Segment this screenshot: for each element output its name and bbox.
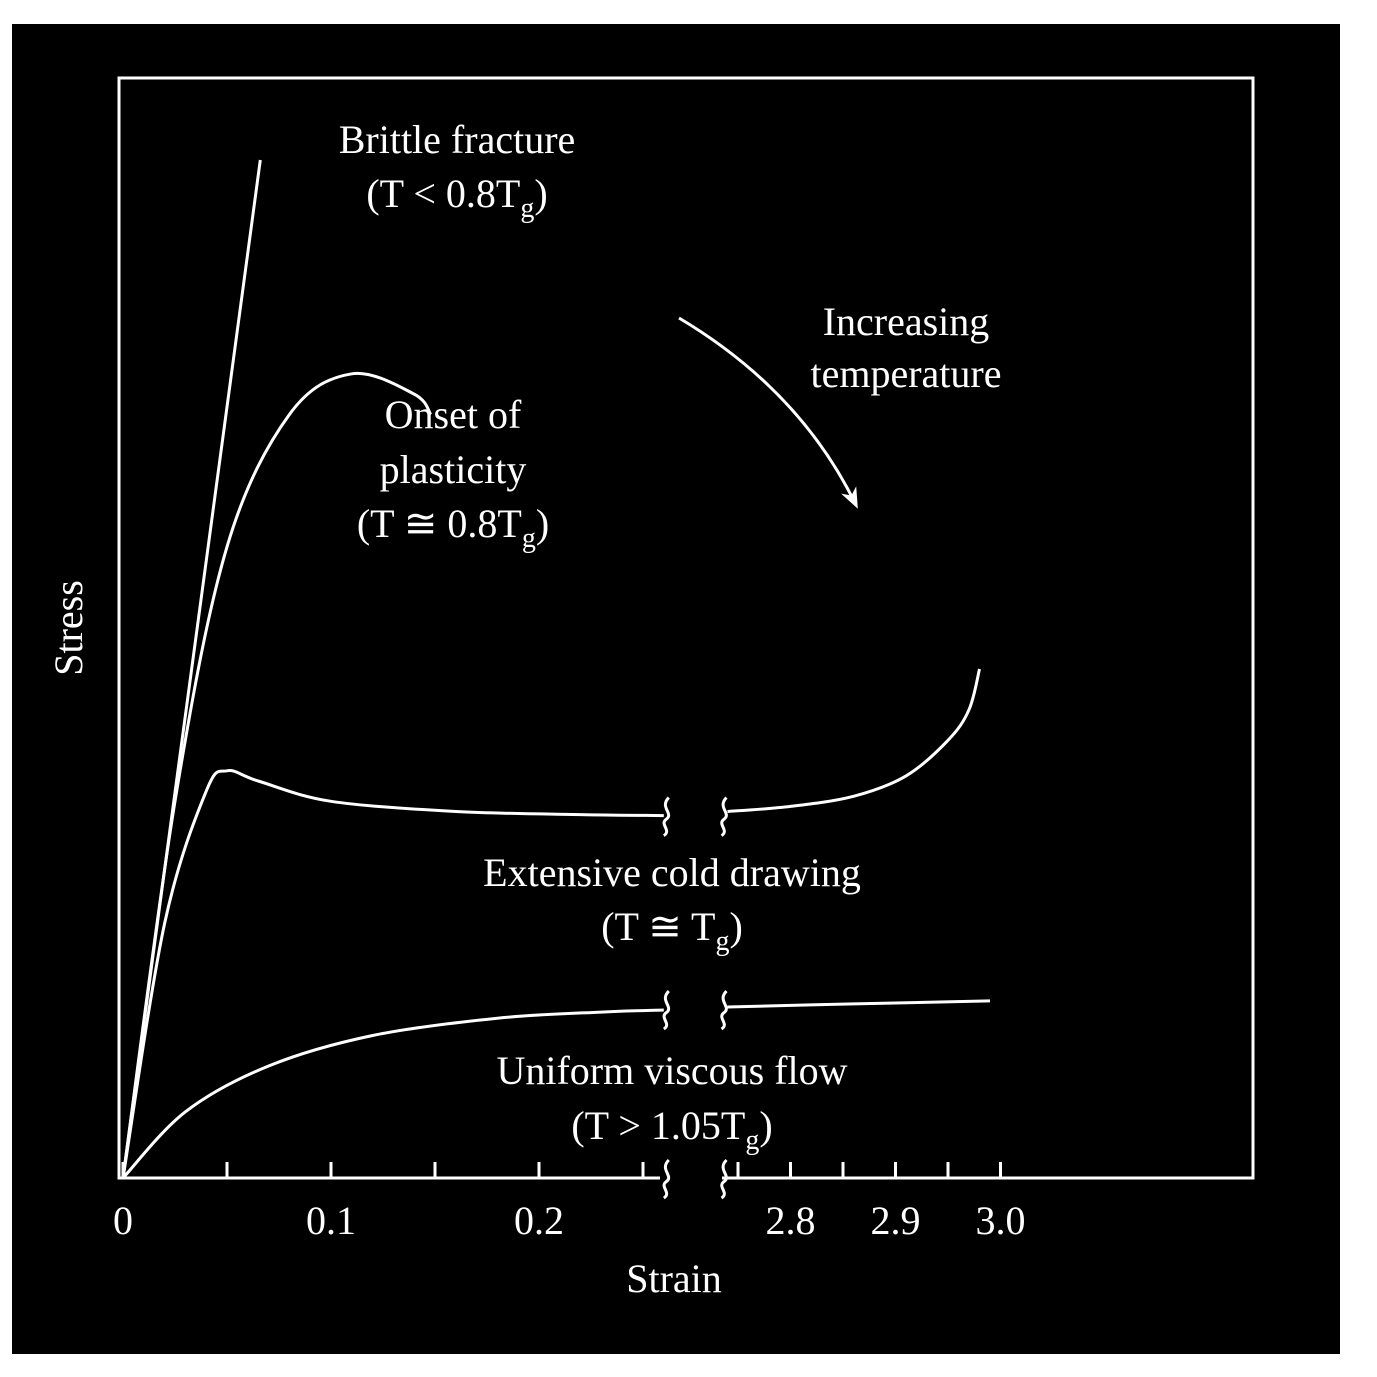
label-cold-drawing-line2-suffix: ) <box>729 904 742 949</box>
annotation-increasing-line2: temperature <box>811 351 1002 396</box>
x-tick-label: 0 <box>113 1198 133 1243</box>
label-viscous-flow-line1: Uniform viscous flow <box>496 1048 847 1093</box>
label-viscous-flow: Uniform viscous flow (T > 1.05Tg) <box>496 1048 847 1156</box>
label-brittle-fracture: Brittle fracture (T < 0.8Tg) <box>339 117 576 224</box>
label-viscous-flow-line2-suffix: ) <box>759 1103 772 1148</box>
label-cold-drawing-line2-prefix: (T ≅ T <box>601 904 715 949</box>
x-tick-label: 3.0 <box>976 1198 1026 1243</box>
label-onset-plasticity-line3-suffix: ) <box>536 501 549 546</box>
plot-frame <box>117 76 1255 1180</box>
label-viscous-flow-line2-prefix: (T > 1.05T <box>571 1103 745 1148</box>
label-cold-drawing-line2: (T ≅ Tg) <box>601 904 743 957</box>
label-brittle-fracture-line2-prefix: (T < 0.8T <box>366 171 520 216</box>
axis-break-mark-viscous-flow-2 <box>720 989 728 1031</box>
label-brittle-fracture-line2-suffix: ) <box>534 171 547 216</box>
label-onset-plasticity-line2: plasticity <box>380 447 527 492</box>
x-tick-label: 2.9 <box>871 1198 921 1243</box>
annotation-increasing-line1: Increasing <box>823 299 990 344</box>
label-viscous-flow-subscript: g <box>745 1125 759 1156</box>
label-brittle-fracture-line2: (T < 0.8Tg) <box>366 171 547 224</box>
curve-viscous-flow-segment-1 <box>121 1008 664 1180</box>
label-onset-plasticity-subscript: g <box>522 523 536 554</box>
curve-cold-drawing-segment-1 <box>121 769 664 1179</box>
y-axis-title: Stress <box>46 580 91 676</box>
label-onset-plasticity: Onset of plasticity (T ≅ 0.8Tg) <box>357 392 549 554</box>
axis-break-mark-cold-drawing-1 <box>662 796 671 837</box>
axis-break-mark-cold-drawing-2 <box>720 796 728 837</box>
x-tick-label: 2.8 <box>766 1198 816 1243</box>
label-onset-plasticity-line3-prefix: (T ≅ 0.8T <box>357 501 522 546</box>
axis-break-mark-x-axis-1 <box>662 1158 671 1200</box>
x-axis-title: Strain <box>626 1256 722 1301</box>
label-cold-drawing-subscript: g <box>715 926 729 957</box>
curve-viscous-flow-segment-2 <box>727 999 991 1009</box>
axis-break-mark-x-axis-2 <box>720 1158 728 1200</box>
label-cold-drawing: Extensive cold drawing (T ≅ Tg) <box>483 850 861 957</box>
increasing-temperature-arrow <box>678 316 858 509</box>
label-cold-drawing-line1: Extensive cold drawing <box>483 850 861 895</box>
label-onset-plasticity-line3: (T ≅ 0.8Tg) <box>357 501 549 554</box>
label-viscous-flow-line2: (T > 1.05Tg) <box>571 1103 772 1156</box>
figure-background <box>12 24 1340 1354</box>
label-onset-plasticity-line1: Onset of <box>385 392 522 437</box>
curve-cold-drawing-segment-2 <box>727 668 981 813</box>
label-brittle-fracture-subscript: g <box>520 193 534 224</box>
axis-break-gap <box>660 1168 722 1184</box>
x-tick-label: 0.2 <box>514 1198 564 1243</box>
annotation-increasing-temperature: Increasing temperature <box>678 299 1002 509</box>
curve-onset-plasticity-segment-1 <box>121 371 433 1179</box>
axis-break-mark-viscous-flow-1 <box>662 989 671 1031</box>
label-brittle-fracture-line1: Brittle fracture <box>339 117 576 162</box>
x-tick-label: 0.1 <box>306 1198 356 1243</box>
